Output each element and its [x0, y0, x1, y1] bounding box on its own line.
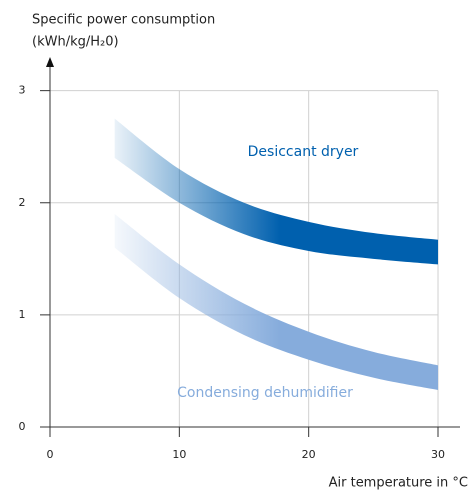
series-label: Desiccant dryer	[248, 144, 359, 160]
y-tick-label: 3	[19, 84, 26, 97]
y-axis-title: Specific power consumption	[32, 13, 215, 28]
x-axis-title: Air temperature in °C	[329, 476, 468, 491]
y-tick-label: 0	[19, 420, 26, 433]
band	[114, 213, 439, 390]
series-label: Condensing dehumidifier	[177, 385, 353, 401]
y-axis-title: (kWh/kg/H₂0)	[32, 35, 119, 50]
x-tick-label: 30	[431, 448, 445, 461]
y-tick-label: 1	[19, 308, 26, 321]
x-tick-label: 20	[302, 448, 316, 461]
y-tick-label: 2	[19, 196, 26, 209]
x-tick-label: 10	[172, 448, 186, 461]
band	[114, 118, 439, 265]
y-axis-arrow	[46, 57, 54, 67]
x-tick-label: 0	[47, 448, 54, 461]
